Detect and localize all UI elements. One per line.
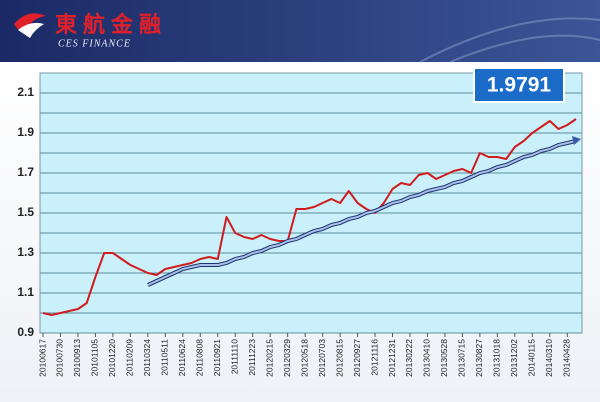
header-subtitle: CES FINANCE [58, 38, 131, 49]
header-band [0, 0, 600, 62]
x-tick-label: 20110921 [212, 339, 222, 376]
x-tick-label: 20110324 [142, 339, 152, 376]
x-tick-label: 20110511 [160, 339, 170, 376]
y-tick-label: 0.9 [17, 325, 34, 339]
y-tick-label: 1.5 [17, 205, 34, 219]
x-tick-label: 20131202 [509, 339, 519, 377]
x-tick-label: 20140310 [544, 339, 554, 377]
x-tick-label: 20100730 [55, 339, 65, 377]
x-tick-label: 20120329 [282, 339, 292, 377]
plot-area [39, 72, 583, 334]
plot: 0.9 1.1 1.3 1.5 1.7 1.9 2.1 20100617 20100730 201… [17, 72, 583, 377]
x-tick-label: 20110808 [195, 339, 205, 376]
y-tick-label: 2.1 [17, 85, 34, 99]
y-tick-label: 1.7 [17, 165, 34, 179]
x-tick-label: 20111223 [247, 339, 257, 376]
x-tick-label: 20100913 [72, 339, 82, 377]
x-tick-label: 20140115 [527, 339, 537, 376]
x-tick-label: 20101220 [107, 339, 117, 377]
x-tick-label: 20111110 [229, 339, 239, 375]
x-tick-label: 20120927 [352, 339, 362, 377]
trend-line [147, 140, 577, 286]
x-tick-label: 20120215 [264, 339, 274, 377]
logo [14, 13, 46, 32]
y-tick-label: 1.9 [17, 125, 34, 139]
header-title: 東航金融 [55, 12, 167, 37]
x-tick-label: 20130410 [422, 339, 432, 377]
value-box [473, 67, 565, 103]
x-tick-label: 20130715 [457, 339, 467, 377]
x-tick-label: 20101105 [90, 339, 100, 376]
x-tick-label: 20110624 [177, 339, 187, 376]
header-swoosh [419, 17, 600, 63]
trend-arrow [572, 136, 581, 145]
x-tick-label: 20121116 [369, 339, 379, 376]
x-tick-label: 20120815 [334, 339, 344, 377]
x-tick-label: 20120703 [317, 339, 327, 377]
x-tick-label: 20140428 [562, 339, 572, 377]
x-tick-label: 20121231 [387, 339, 397, 377]
x-tick-label: 20131018 [492, 339, 502, 377]
x-tick-label: 20130222 [404, 339, 414, 377]
logo [18, 22, 44, 38]
y-tick-label: 1.1 [17, 285, 34, 299]
x-tick-label: 20130528 [439, 339, 449, 377]
price-line [42, 118, 577, 316]
x-tick-label: 20120518 [299, 339, 309, 377]
y-tick-label: 1.3 [17, 245, 34, 259]
x-tick-label: 20130827 [474, 339, 484, 377]
value-annotation: 1.9791 [487, 74, 552, 97]
x-tick-label: 20110209 [125, 339, 135, 376]
x-tick-label: 20100617 [37, 339, 47, 377]
